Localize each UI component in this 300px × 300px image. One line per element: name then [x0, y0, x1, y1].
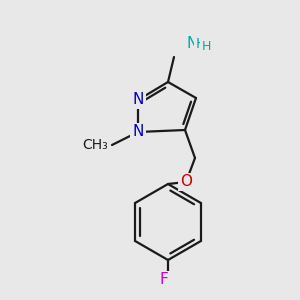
Text: H: H	[196, 37, 206, 51]
Text: CH₃: CH₃	[82, 138, 108, 152]
Text: H: H	[201, 40, 211, 52]
Text: F: F	[160, 272, 168, 287]
Text: N: N	[132, 92, 144, 107]
Text: N: N	[186, 37, 198, 52]
Text: O: O	[180, 175, 192, 190]
Text: N: N	[132, 124, 144, 140]
